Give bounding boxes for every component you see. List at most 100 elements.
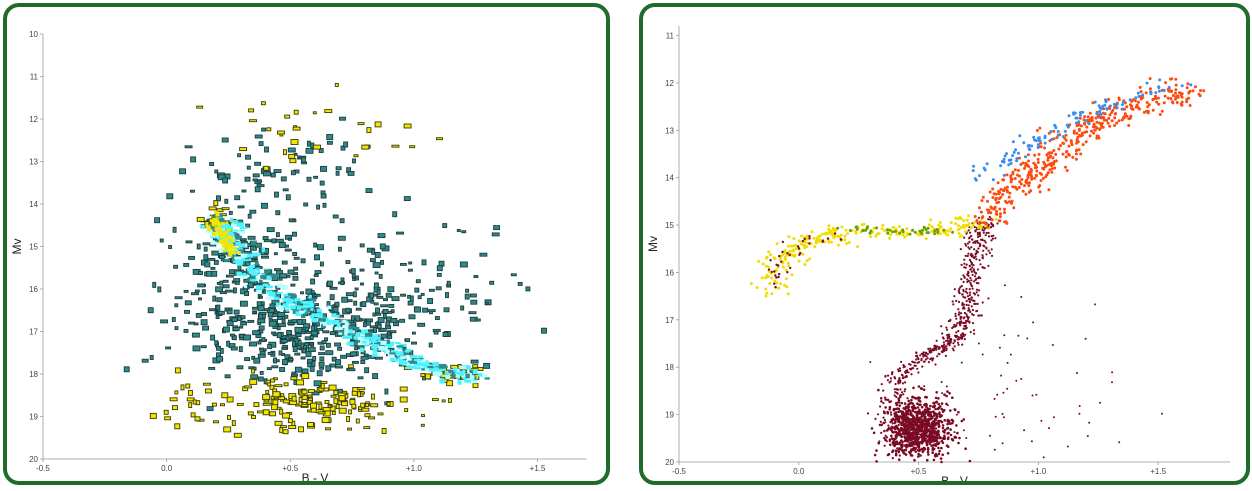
right-data-point (1125, 105, 1129, 109)
left-ridge-point (247, 276, 252, 280)
right-data-point (910, 373, 913, 376)
left-data-point (361, 301, 367, 308)
right-data-point (1038, 126, 1042, 130)
right-data-point (844, 228, 848, 232)
right-data-point (956, 322, 959, 325)
right-data-point (883, 418, 886, 422)
right-data-point (968, 258, 971, 261)
left-ridge-point (327, 305, 332, 310)
right-data-point (1093, 100, 1097, 104)
right-data-point (938, 221, 942, 224)
left-data-point (469, 293, 477, 298)
left-ridge-point (437, 373, 443, 377)
right-data-point (1164, 81, 1168, 85)
left-data-point (290, 139, 299, 145)
left-data-point (517, 281, 523, 286)
right-data-point (964, 254, 967, 257)
left-data-point (384, 388, 389, 395)
left-data-point (266, 127, 272, 132)
left-data-point (233, 309, 240, 315)
right-data-point (1015, 157, 1019, 160)
right-data-point (1136, 91, 1140, 95)
right-data-point (1042, 160, 1046, 164)
right-data-point (1009, 161, 1013, 165)
right-data-point (990, 206, 994, 210)
right-data-point (783, 249, 787, 253)
right-data-point (991, 187, 995, 191)
right-data-point (1033, 138, 1037, 142)
right-data-point (949, 221, 953, 225)
left-data-point (316, 370, 323, 377)
right-data-point (946, 333, 949, 337)
right-data-point (944, 231, 948, 235)
right-data-point (918, 448, 922, 452)
right-data-point (966, 254, 969, 258)
left-data-point (338, 407, 347, 414)
right-data-point (1103, 112, 1107, 116)
left-data-point (191, 292, 199, 296)
left-y-tick-label: 16 (29, 285, 38, 294)
left-data-point (292, 346, 298, 352)
right-data-point (952, 342, 955, 345)
right-data-point (949, 433, 953, 437)
right-data-point (1111, 381, 1113, 384)
left-ridge-point (290, 296, 295, 300)
right-data-point (922, 388, 926, 392)
right-data-point (1178, 91, 1181, 95)
left-data-point (337, 346, 343, 351)
left-ridge-point (404, 350, 409, 353)
right-data-point (905, 424, 909, 428)
right-data-point (1064, 133, 1068, 137)
left-data-point (277, 312, 286, 317)
right-data-point (974, 241, 977, 244)
right-data-point (1059, 144, 1062, 148)
right-data-point (787, 264, 791, 268)
left-data-point (231, 317, 238, 323)
right-data-point (970, 283, 973, 286)
right-data-point (985, 253, 988, 256)
right-data-point (899, 393, 903, 397)
right-data-point (991, 178, 995, 182)
right-data-point (1005, 188, 1009, 192)
left-data-point (206, 270, 213, 277)
left-data-point (326, 134, 334, 140)
right-data-point (869, 361, 872, 363)
right-data-point (897, 397, 900, 400)
right-data-point (827, 227, 831, 231)
left-data-point (319, 345, 325, 351)
right-data-point (897, 410, 900, 414)
left-data-point (294, 366, 302, 373)
right-data-point (930, 357, 933, 360)
right-data-point (937, 422, 940, 425)
right-data-point (891, 418, 894, 422)
left-y-tick-label: 19 (29, 413, 38, 422)
right-data-point (1157, 86, 1161, 90)
right-data-point (942, 408, 946, 412)
right-data-point (964, 296, 967, 299)
right-data-point (1019, 182, 1023, 186)
right-data-point (1002, 178, 1006, 182)
right-data-point (977, 294, 980, 297)
right-data-point (903, 365, 906, 368)
left-ridge-point (477, 373, 483, 377)
left-data-point (363, 353, 369, 357)
right-data-point (877, 388, 880, 392)
right-data-point (919, 411, 922, 415)
left-data-point (380, 333, 388, 339)
left-ridge-point (232, 246, 237, 250)
right-data-point (917, 444, 920, 448)
right-data-point (962, 274, 965, 277)
right-data-point (888, 228, 892, 232)
right-data-point (933, 422, 937, 425)
left-data-point (318, 352, 326, 356)
right-data-point (1005, 152, 1008, 156)
right-data-point (880, 431, 883, 434)
left-ridge-point (420, 358, 424, 363)
left-data-point (244, 291, 250, 297)
left-y-tick-label: 15 (29, 243, 38, 252)
right-data-point (1043, 141, 1047, 145)
left-ridge-point (212, 218, 217, 221)
left-data-point (281, 346, 288, 350)
right-data-point (827, 224, 831, 228)
left-data-point (321, 340, 327, 345)
